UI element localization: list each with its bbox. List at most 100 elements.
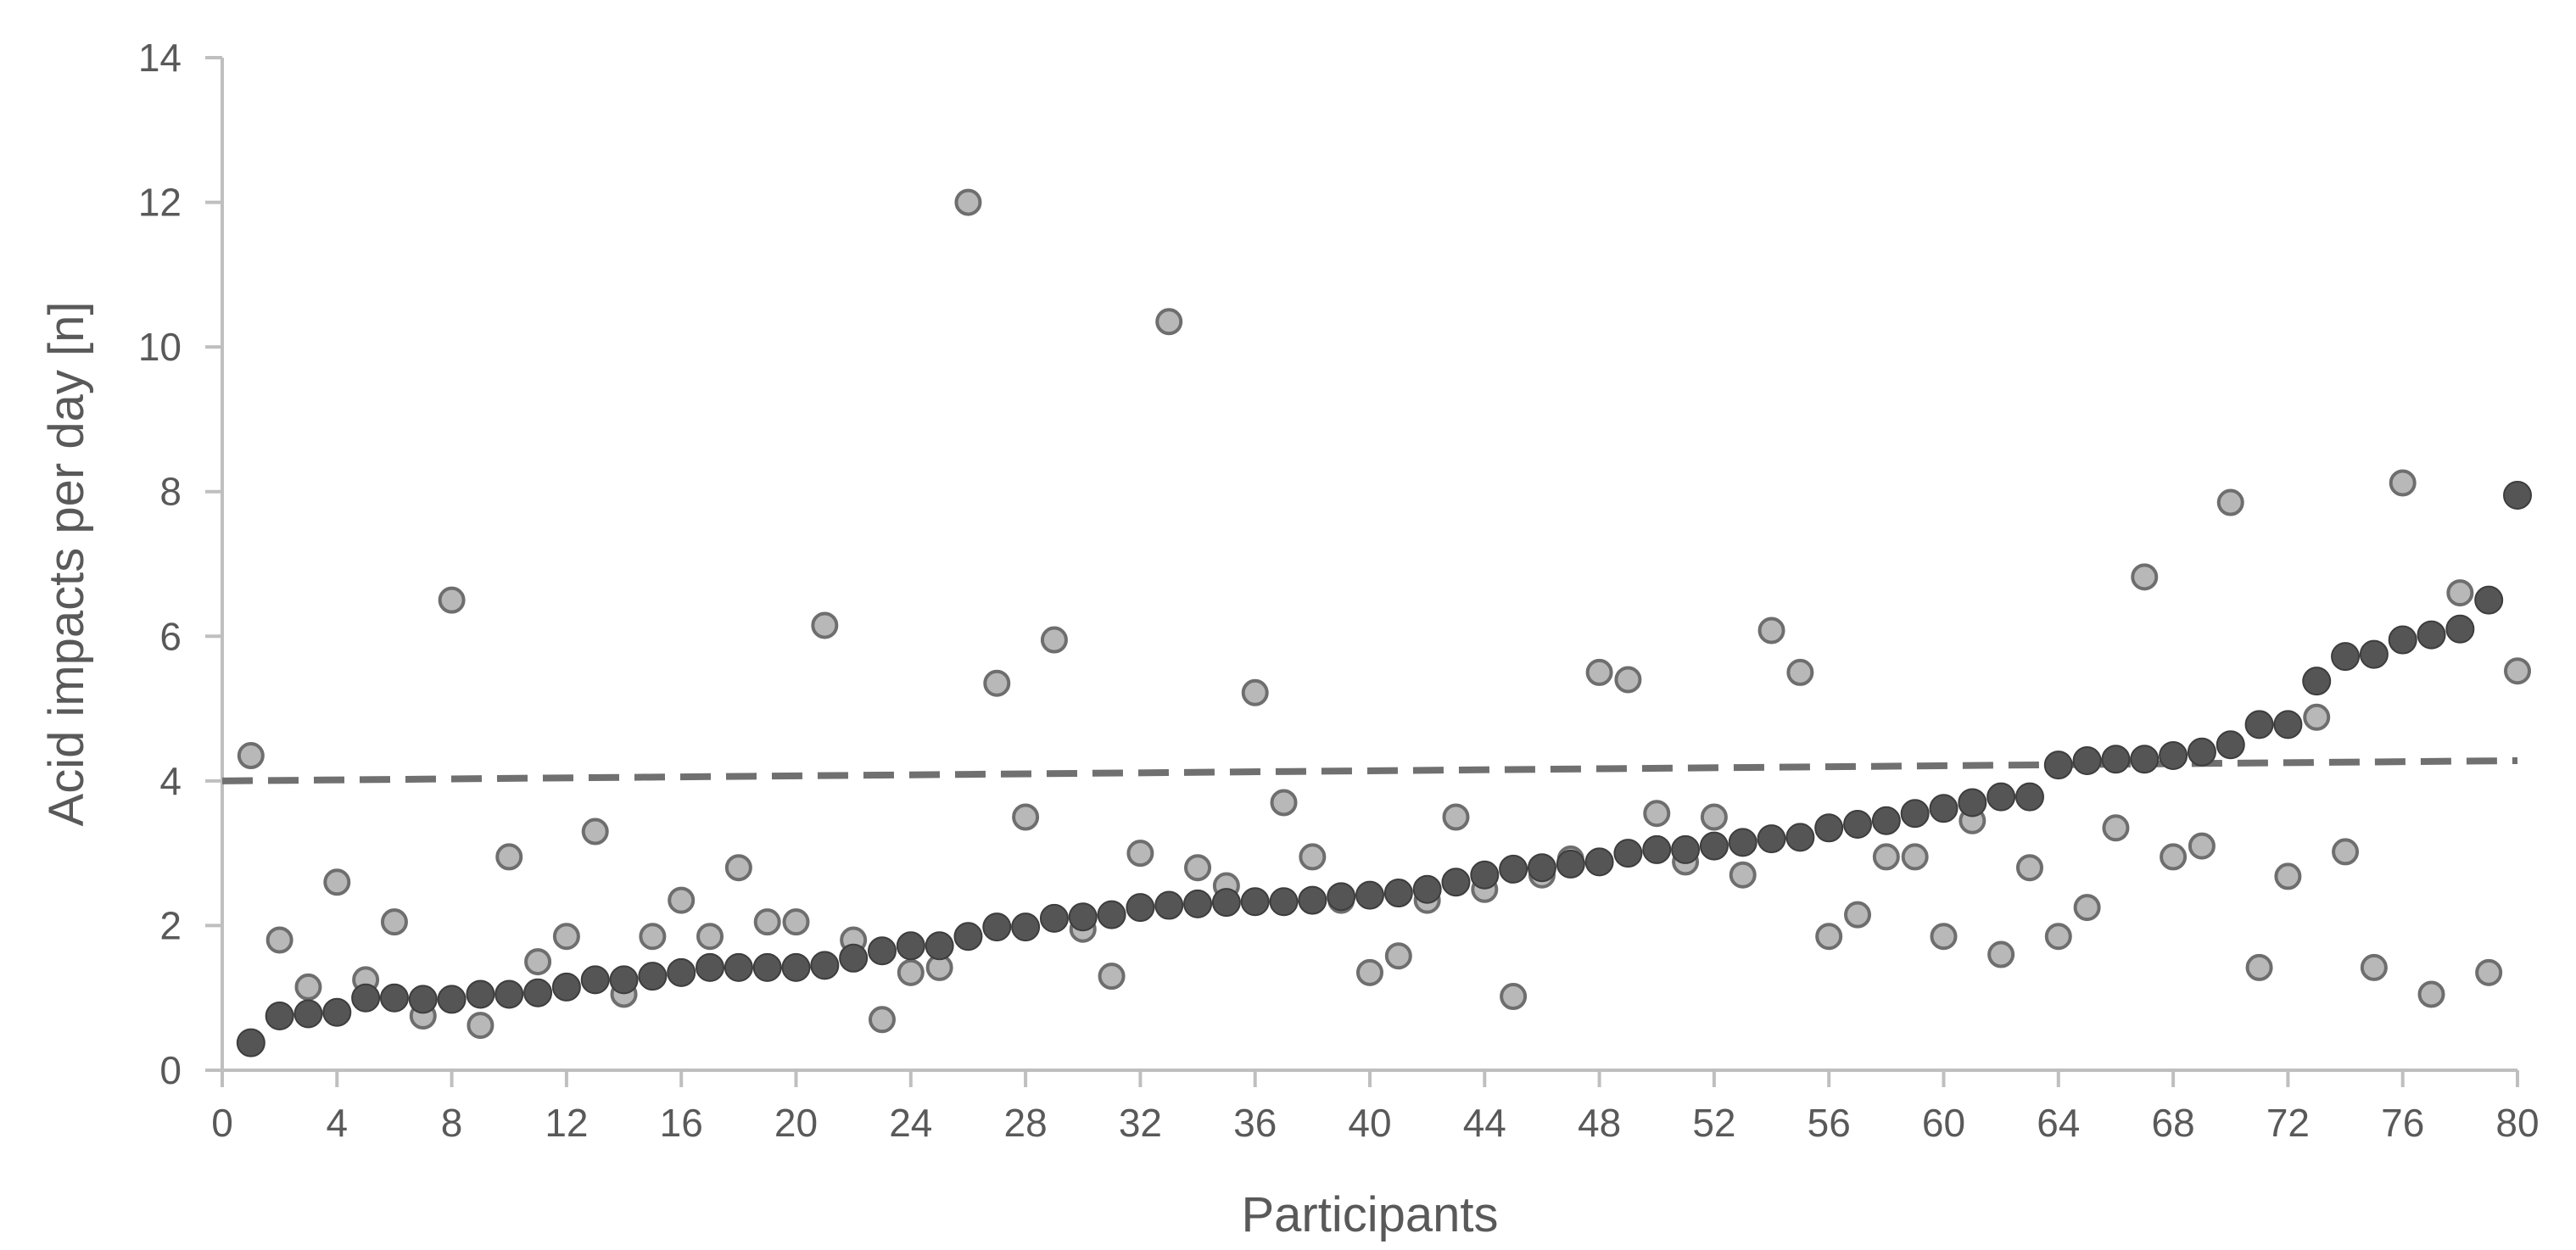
dark-point bbox=[638, 962, 668, 991]
light-point bbox=[1700, 803, 1728, 831]
dark-point bbox=[2101, 745, 2131, 774]
light-point bbox=[1815, 923, 1843, 951]
y-tick-label: 8 bbox=[159, 470, 182, 514]
dark-point bbox=[1298, 885, 1327, 915]
dark-point bbox=[1871, 806, 1901, 835]
dark-point bbox=[1269, 887, 1299, 917]
x-tick-label: 64 bbox=[2037, 1101, 2080, 1145]
dark-point bbox=[1757, 824, 1786, 854]
dark-point bbox=[495, 979, 524, 1009]
dark-point bbox=[2244, 710, 2274, 739]
dark-point bbox=[2014, 782, 2044, 812]
dark-point bbox=[1126, 893, 1155, 923]
dark-point bbox=[1011, 912, 1041, 942]
dark-point bbox=[1584, 847, 1614, 877]
dark-point bbox=[2130, 745, 2160, 774]
light-point bbox=[983, 669, 1011, 697]
dark-point bbox=[2359, 639, 2389, 669]
light-point bbox=[1901, 843, 1929, 871]
x-axis-ticks: 0 4 8 12 16 20 24 28 32 36 40 44 48 52 56 60 64 68 72 76 80 bbox=[211, 1070, 2540, 1145]
dark-point bbox=[2216, 730, 2245, 760]
light-point bbox=[1442, 803, 1470, 831]
dark-point bbox=[1728, 828, 1757, 857]
dark-point bbox=[437, 985, 467, 1014]
light-point bbox=[2417, 980, 2445, 1008]
dark-point bbox=[2388, 625, 2417, 655]
x-tick-label: 12 bbox=[545, 1101, 588, 1145]
x-tick-label: 40 bbox=[1348, 1101, 1391, 1145]
dark-point bbox=[2445, 614, 2475, 644]
x-tick-label: 68 bbox=[2152, 1101, 2195, 1145]
dark-point bbox=[2503, 480, 2532, 510]
light-point bbox=[1844, 901, 1872, 929]
light-point bbox=[1155, 308, 1183, 336]
light-point bbox=[2245, 953, 2273, 981]
light-point bbox=[1012, 803, 1040, 831]
dark-point bbox=[1699, 831, 1729, 861]
x-tick-label: 60 bbox=[1922, 1101, 1965, 1145]
light-point bbox=[1241, 678, 1269, 706]
light-point bbox=[1614, 666, 1642, 694]
light-point bbox=[2216, 488, 2244, 516]
dark-point bbox=[1499, 854, 1528, 884]
light-point bbox=[696, 923, 724, 951]
light-point bbox=[668, 886, 696, 914]
light-point bbox=[2160, 843, 2188, 871]
light-point bbox=[639, 923, 667, 951]
dark-point bbox=[379, 983, 409, 1013]
x-tick-label: 48 bbox=[1578, 1101, 1621, 1145]
light-point bbox=[1729, 861, 1757, 889]
light-point bbox=[1930, 923, 1958, 951]
y-tick-label: 14 bbox=[138, 36, 182, 80]
dark-point bbox=[609, 965, 639, 995]
dark-point bbox=[1613, 839, 1643, 868]
light-point bbox=[1126, 840, 1154, 868]
dark-point bbox=[265, 1002, 294, 1031]
dark-point bbox=[1355, 880, 1384, 910]
dark-point bbox=[580, 965, 610, 995]
dark-point bbox=[293, 999, 323, 1029]
light-point bbox=[2475, 958, 2503, 986]
dark-point bbox=[1240, 887, 1270, 917]
dark-point bbox=[523, 978, 553, 1007]
light-point bbox=[2504, 657, 2531, 685]
series-light-points bbox=[237, 188, 2531, 1040]
y-axis-ticks: 0 2 4 6 8 10 12 14 bbox=[138, 36, 222, 1092]
x-tick-label: 4 bbox=[327, 1101, 349, 1145]
dark-point bbox=[1412, 874, 1442, 904]
dark-point bbox=[810, 951, 840, 980]
dark-point bbox=[2043, 751, 2073, 780]
dark-point bbox=[667, 957, 696, 987]
series-dark-points bbox=[236, 480, 2532, 1057]
x-tick-label: 56 bbox=[1808, 1101, 1851, 1145]
light-point bbox=[1040, 626, 1068, 654]
light-point bbox=[2303, 703, 2331, 731]
light-point bbox=[2188, 832, 2216, 860]
dark-point bbox=[2187, 737, 2216, 767]
light-point bbox=[897, 958, 925, 986]
y-tick-label: 12 bbox=[138, 181, 182, 225]
light-point bbox=[753, 908, 781, 936]
dark-point bbox=[1986, 782, 2016, 812]
dark-point bbox=[2417, 620, 2446, 650]
dark-point bbox=[2072, 745, 2102, 775]
dark-point bbox=[2302, 667, 2332, 696]
dark-point bbox=[1958, 788, 1987, 818]
trend-line bbox=[221, 756, 2518, 784]
light-point bbox=[2102, 814, 2130, 842]
light-point bbox=[2015, 854, 2043, 882]
x-tick-label: 44 bbox=[1463, 1101, 1506, 1145]
light-point bbox=[2360, 953, 2388, 981]
light-point bbox=[467, 1012, 495, 1040]
dark-point bbox=[236, 1028, 265, 1057]
light-point bbox=[1786, 658, 1814, 686]
dark-point bbox=[1327, 882, 1356, 912]
dark-point bbox=[1441, 868, 1471, 897]
dark-point bbox=[1383, 879, 1413, 908]
x-tick-label: 20 bbox=[774, 1101, 818, 1145]
x-tick-label: 36 bbox=[1233, 1101, 1277, 1145]
y-axis-title: Acid impacts per day [n] bbox=[39, 302, 94, 827]
light-point bbox=[294, 973, 322, 1001]
light-point bbox=[2332, 838, 2360, 866]
